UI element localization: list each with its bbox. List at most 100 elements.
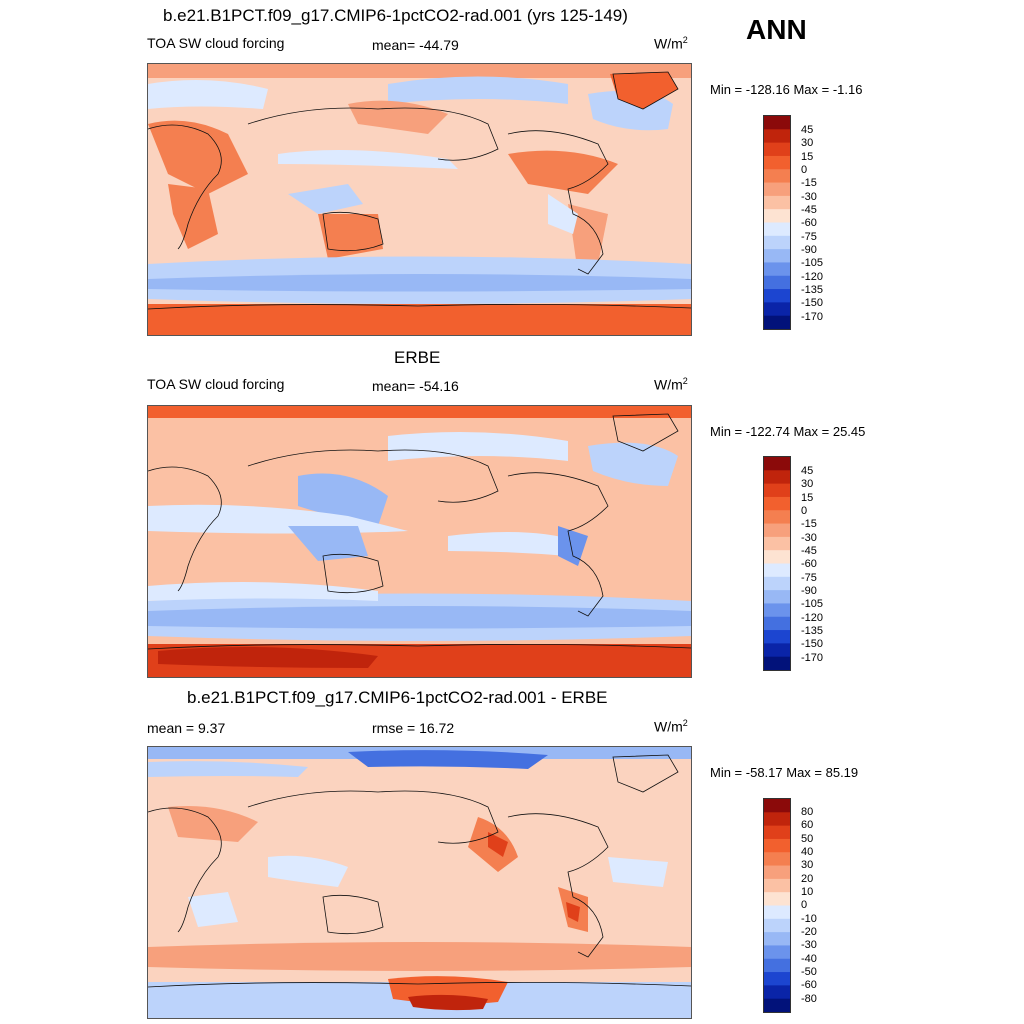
colorbar-swatch [764,945,790,960]
season-label: ANN [746,14,807,45]
colorbar-swatch [764,972,790,986]
panel3-tick: -60 [801,979,817,991]
panel3-title: b.e21.B1PCT.f09_g17.CMIP6-1pctCO2-rad.00… [187,688,608,707]
panel1-tick: -150 [801,297,824,309]
colorbar-swatch [764,958,790,973]
colorbar-swatch [764,985,790,1000]
panel3-tick: -30 [801,939,817,951]
panel3-tick: -40 [801,953,817,965]
colorbar-swatch [764,209,790,223]
colorbar-swatch [764,129,790,144]
panel1-tick: -135 [801,284,824,296]
colorbar-swatch [764,603,790,618]
panel3-mean-label: mean = 9.37 [147,720,226,736]
colorbar-swatch [764,315,790,329]
panel1-tick: -75 [801,231,817,243]
panel1-title: b.e21.B1PCT.f09_g17.CMIP6-1pctCO2-rad.00… [163,6,628,25]
panel2-tick: -135 [801,625,824,637]
colorbar-swatch [764,457,790,471]
panel3-tick: 80 [801,806,814,818]
panel1-tick: 0 [801,164,808,176]
panel1-map [147,63,692,336]
colorbar-swatch [764,932,790,946]
panel1-left-label: TOA SW cloud forcing [147,35,285,51]
colorbar-swatch [764,289,790,303]
panel2-tick: -30 [801,532,817,544]
colorbar-swatch [764,275,790,290]
colorbar-swatch [764,302,790,317]
panel3-tick: -20 [801,926,817,938]
colorbar-swatch [764,825,790,840]
panel1-minmax: Min = -128.16 Max = -1.16 [710,82,863,97]
colorbar-swatch [764,905,790,920]
panel2-units: W/m2 [654,376,688,393]
panel1-colorbar [763,115,791,330]
colorbar-swatch [764,852,790,867]
panel2-tick: 0 [801,505,808,517]
panel2-tick: 30 [801,478,814,490]
panel3-minmax: Min = -58.17 Max = 85.19 [710,765,859,780]
panel2-tick: -45 [801,545,817,557]
panel2-tick: -75 [801,572,817,584]
panel2-title: ERBE [394,348,441,367]
panel1-units: W/m2 [654,35,688,52]
colorbar-swatch [764,643,790,658]
colorbar-swatch [764,878,790,893]
panel3-tick: 40 [801,846,814,858]
colorbar-swatch [764,142,790,157]
panel1-tick: -105 [801,257,824,269]
panel1-colorbar-swatches [763,115,791,330]
panel1-tick: -30 [801,191,817,203]
panel3-map [147,746,692,1019]
colorbar-swatch [764,892,790,906]
panel1-mean-label: mean= -44.79 [372,37,459,53]
colorbar-swatch [764,249,790,263]
colorbar-swatch [764,222,790,237]
colorbar-swatch [764,563,790,578]
colorbar-swatch [764,496,790,511]
panel2-colorbar-swatches [763,456,791,671]
panel2-colorbar [763,456,791,671]
colorbar-swatch [764,483,790,498]
colorbar-swatch [764,182,790,197]
panel3-colorbar [763,798,791,1013]
colorbar-swatch [764,169,790,184]
panel1-tick: -90 [801,244,817,256]
panel2-tick: -15 [801,518,817,530]
panel1-tick: -15 [801,177,817,189]
panel2-map [147,405,692,678]
panel3-tick: -50 [801,966,817,978]
panel2-tick: -120 [801,612,824,624]
colorbar-swatch [764,998,790,1012]
panel1-tick: 15 [801,151,814,163]
panel3-tick: 20 [801,873,814,885]
panel1-tick: -120 [801,271,824,283]
colorbar-swatch [764,262,790,277]
colorbar-swatch [764,918,790,933]
colorbar-swatch [764,656,790,670]
panel3-units: W/m2 [654,718,688,735]
colorbar-swatch [764,536,790,551]
panel3-tick: 50 [801,833,814,845]
panel2-tick: 15 [801,492,814,504]
colorbar-swatch [764,510,790,525]
panel3-tick: -80 [801,993,817,1005]
panel1-tick: 30 [801,137,814,149]
colorbar-swatch [764,576,790,591]
colorbar-swatch [764,590,790,604]
panel2-tick: -90 [801,585,817,597]
colorbar-swatch [764,470,790,485]
colorbar-swatch [764,799,790,813]
colorbar-swatch [764,838,790,853]
panel1-tick: -60 [801,217,817,229]
panel2-left-label: TOA SW cloud forcing [147,376,285,392]
colorbar-swatch [764,616,790,631]
panel2-mean-label: mean= -54.16 [372,378,459,394]
colorbar-swatch [764,550,790,564]
panel3-tick: -10 [801,913,817,925]
colorbar-swatch [764,195,790,210]
colorbar-swatch [764,865,790,880]
panel3-colorbar-swatches [763,798,791,1013]
panel2-minmax: Min = -122.74 Max = 25.45 [710,424,866,439]
colorbar-swatch [764,812,790,827]
